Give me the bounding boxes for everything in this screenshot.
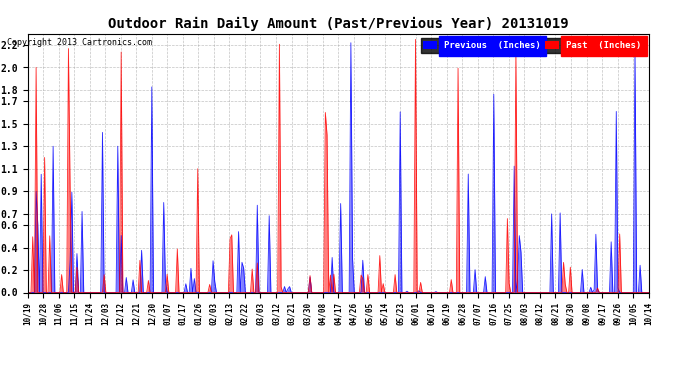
Legend: Previous  (Inches), Past  (Inches): Previous (Inches), Past (Inches) <box>421 38 644 53</box>
Text: Copyright 2013 Cartronics.com: Copyright 2013 Cartronics.com <box>7 38 152 47</box>
Title: Outdoor Rain Daily Amount (Past/Previous Year) 20131019: Outdoor Rain Daily Amount (Past/Previous… <box>108 17 569 31</box>
